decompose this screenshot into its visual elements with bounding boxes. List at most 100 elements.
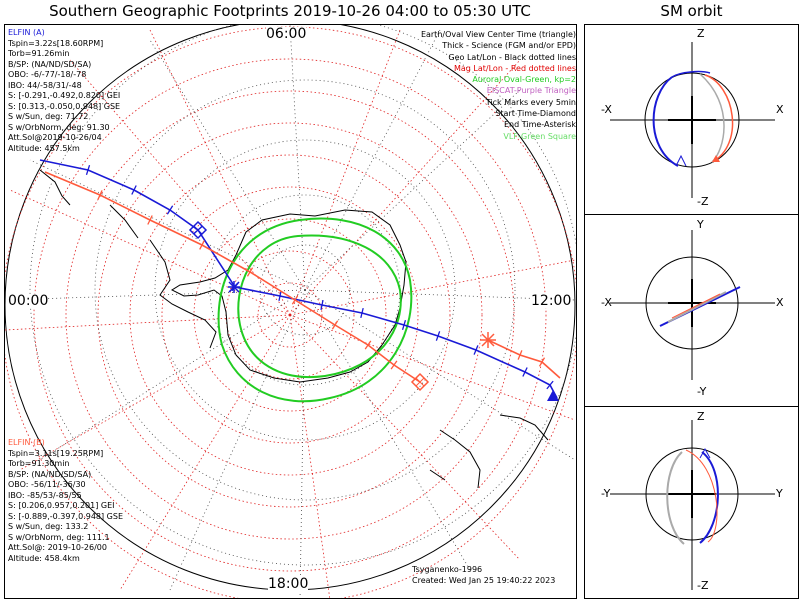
elfin-a-line: OBO: -6/-77/-18/-78 xyxy=(8,70,87,79)
elfin-b-line: B/SP: (NA/ND/SD/SA) xyxy=(8,469,92,479)
created-label: Created: Wed Jan 25 19:40:22 2023 xyxy=(412,576,556,585)
elfin-a-line: S: [0.313,-0.050,0.948] GSE xyxy=(8,101,121,111)
elfin-a-track-tick xyxy=(401,320,407,330)
elfin-b-track-tick xyxy=(97,190,103,200)
elfin-b-line: Altitude: 458.4km xyxy=(8,553,80,563)
geo-grid xyxy=(5,25,576,598)
elfin-a-line: Altitude: 457.5km xyxy=(8,143,80,153)
sm-yz-bottom-label: -Z xyxy=(697,579,709,592)
sm-yz-plot xyxy=(610,420,775,590)
elfin-b-track-tick xyxy=(199,240,205,250)
mag-lon-grid xyxy=(5,29,576,598)
elfin-a-end-asterisk xyxy=(228,281,240,293)
elfin-b-line: Att.Sol@: 2019-10-26/00 xyxy=(8,543,107,552)
elfin-b-track-tick xyxy=(331,320,339,330)
sm-xz-right-label: X xyxy=(776,103,784,116)
elfin-b-track-tick xyxy=(291,295,299,305)
elfin-b-line: Tspin=3.11s[19.25RPM] xyxy=(8,448,104,458)
view-center-triangle xyxy=(547,390,559,401)
elfin-a-track-tick xyxy=(360,307,364,319)
elfin-b-track-line xyxy=(44,171,421,383)
elfin-a-track-tick xyxy=(131,185,137,195)
elfin-b-track xyxy=(44,171,561,383)
legend-item: Earth/Oval View Center Time (triangle) xyxy=(420,30,576,39)
legend-item: Start Time-Diamond xyxy=(495,109,576,119)
polar-map xyxy=(5,25,576,598)
sm-xz-plot xyxy=(610,42,775,198)
legend-item: Thick - Science (FGM and/or EPD) xyxy=(442,41,576,51)
sm-yz-top-label: Z xyxy=(697,410,705,423)
elfin-a-line: S w/OrbNorm, deg: 91.30 xyxy=(8,122,110,132)
new-zealand-coastline xyxy=(429,414,549,489)
auroral-oval-outer xyxy=(217,217,413,403)
elfin-b-line: OBO: -56/11/-36/30 xyxy=(8,480,86,489)
elfin-a-track-tick xyxy=(522,367,528,377)
map-panel-frame xyxy=(4,24,577,599)
legend-item: Auroral Oval-Green, kp=2 xyxy=(472,75,576,85)
elfin-a-track-tick xyxy=(473,345,479,355)
sm-xy-plot xyxy=(610,230,775,380)
elfin-b-line: S: [0.206,0.957,0.201] GEI xyxy=(8,501,115,510)
model-label: Tsyganenko-1996 xyxy=(412,565,483,574)
elfin-b-track-tick xyxy=(390,360,398,370)
elfin-b-info: ELFIN (B) Tspin=3.11s[19.25RPM] Torb=91.… xyxy=(8,438,123,564)
elfin-a-start-diamond xyxy=(188,220,208,240)
south-america-coastline xyxy=(109,204,217,349)
elfin-a-track-tick xyxy=(546,380,554,390)
elfin-b-track-tick xyxy=(147,215,153,225)
sm-xz-bottom-label: -Z xyxy=(697,195,709,208)
elfin-b-track-tick xyxy=(246,267,254,277)
elfin-a-track-tick xyxy=(435,331,441,341)
elfin-b-line: S w/Sun, deg: 133.2 xyxy=(8,522,89,531)
sm-xy-top-label: Y xyxy=(697,218,704,231)
antarctica-coastline xyxy=(170,209,407,383)
hour-label-top: 06:00 xyxy=(266,26,307,42)
legend-item: End Time-Asterisk xyxy=(503,120,576,130)
sm-xy-right-label: X xyxy=(776,296,784,309)
elfin-b-track-segment-tick xyxy=(517,350,523,360)
legend-item: Tick Marks every 5min xyxy=(485,97,576,107)
main-title: Southern Geographic Footprints 2019-10-2… xyxy=(49,2,531,20)
hour-label-right: 12:00 xyxy=(531,293,572,309)
elfin-b-start-diamond xyxy=(410,372,430,392)
sm-yz-right-label: Y xyxy=(776,487,783,500)
sm-xy-bottom-label: -Y xyxy=(697,385,707,398)
elfin-a-name: ELFIN (A) xyxy=(8,28,45,37)
legend-item: VLF-Green Square xyxy=(503,131,576,141)
sm-xz-top-label: Z xyxy=(697,27,705,40)
hour-label-left: 00:00 xyxy=(8,293,49,309)
elfin-b-line: IBO: -85/53/-85/55 xyxy=(8,490,82,500)
elfin-b-track-segment-line xyxy=(487,339,561,379)
sm-orbit-title: SM orbit xyxy=(660,2,723,20)
elfin-a-line: IBO: 44/-58/31/-48 xyxy=(8,80,82,90)
elfin-a-track-tick xyxy=(320,299,324,311)
elfin-b-track-segment-tick xyxy=(538,357,546,367)
elfin-b-end-asterisk xyxy=(480,332,496,348)
elfin-a-line: S w/Sun, deg: 71.72 xyxy=(8,112,89,121)
elfin-a-line: S: [-0.291,-0.492,0.820] GEI xyxy=(8,91,121,100)
legend-item: Geo Lat/Lon - Black dotted lines xyxy=(448,52,576,62)
elfin-a-line: Att.Sol@2019-10-26/04 xyxy=(8,133,102,142)
legend: Earth/Oval View Center Time (triangle) T… xyxy=(421,29,576,142)
elfin-a-track-tick xyxy=(278,290,282,302)
elfin-b-line: Torb=91.30min xyxy=(8,459,70,468)
sm-yz-panel-frame xyxy=(584,406,799,599)
sm-yz-left-label: -Y xyxy=(601,487,611,500)
elfin-a-line: Tspin=3.22s[18.60RPM] xyxy=(8,38,104,48)
legend-item: EISCAT-Purple Triangle xyxy=(486,86,576,96)
elfin-a-track-tick xyxy=(166,205,174,215)
elfin-b-track-tick xyxy=(364,340,372,350)
elfin-a-info: ELFIN (A) Tspin=3.22s[18.60RPM] Torb=91.… xyxy=(8,28,120,154)
africa-coastline xyxy=(39,169,71,206)
elfin-a-line: B/SP: (NA/ND/SD/SA) xyxy=(8,59,92,69)
legend-item: Mag Lat/Lon - Red dotted lines xyxy=(453,63,576,73)
elfin-a-track-tick xyxy=(85,165,91,175)
sm-xy-left-label: -X xyxy=(601,296,612,309)
sm-xz-left-label: -X xyxy=(601,103,612,116)
elfin-a-line: Torb=91.26min xyxy=(8,49,70,58)
hour-label-bottom: 18:00 xyxy=(268,576,309,592)
elfin-b-name: ELFIN (B) xyxy=(8,438,45,447)
footer: Tsyganenko-1996 Created: Wed Jan 25 19:4… xyxy=(412,564,555,586)
elfin-b-line: S w/OrbNorm, deg: 111.1 xyxy=(8,532,110,542)
